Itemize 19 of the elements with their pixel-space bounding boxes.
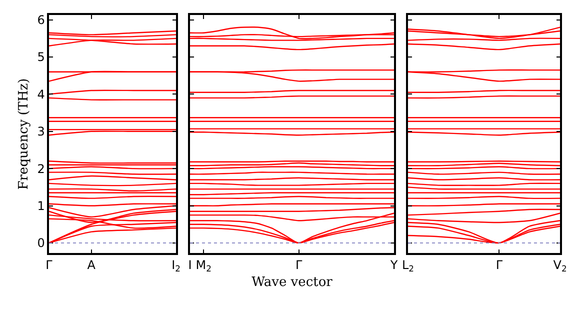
x-tick-label: I	[188, 258, 192, 272]
x-tick-label: I$_{2}$	[172, 258, 180, 274]
y-tick-label: 2	[37, 162, 45, 176]
x-tick-label: Y	[389, 258, 398, 272]
y-axis-title: Frequency (THz)	[16, 78, 32, 190]
y-tick-label: 3	[37, 124, 45, 139]
y-tick-label: 4	[37, 87, 45, 102]
y-tick-label: 6	[37, 13, 45, 28]
x-tick-label: Γ	[496, 258, 503, 272]
x-axis-title: Wave vector	[252, 274, 334, 290]
x-tick-label: Γ	[295, 258, 302, 272]
x-tick-label: M$_{2}$	[196, 258, 212, 274]
y-tick-label: 1	[37, 198, 45, 213]
y-tick-label: 5	[37, 50, 45, 64]
x-tick-label: V$_{2}$	[553, 258, 567, 274]
x-tick-label: A	[87, 258, 96, 272]
x-tick-label: L$_{2}$	[402, 258, 414, 274]
y-tick-label: 0	[37, 236, 45, 250]
x-tick-label: Γ	[46, 258, 53, 272]
